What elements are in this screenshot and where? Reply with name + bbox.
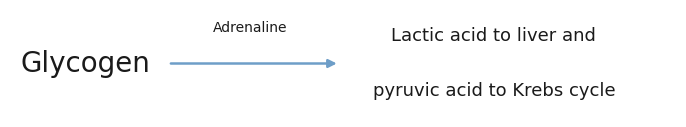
Text: pyruvic acid to Krebs cycle: pyruvic acid to Krebs cycle: [372, 82, 615, 100]
Text: Glycogen: Glycogen: [21, 50, 150, 77]
Text: Lactic acid to liver and: Lactic acid to liver and: [392, 27, 596, 45]
Text: Adrenaline: Adrenaline: [213, 21, 287, 35]
